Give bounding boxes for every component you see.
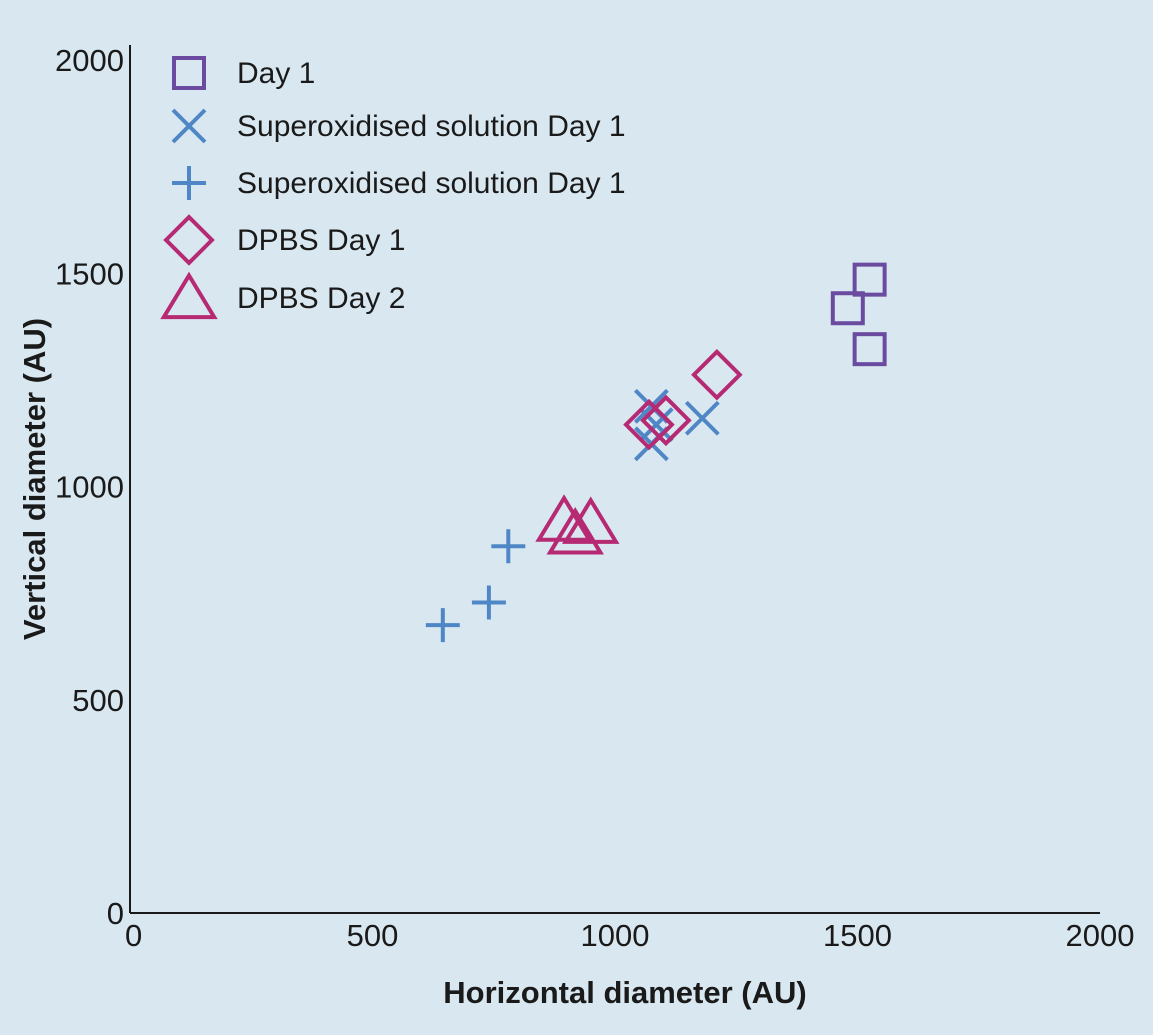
- legend-label: DPBS Day 2: [237, 282, 405, 315]
- triangle-point: [562, 496, 620, 544]
- legend-label: DPBS Day 1: [237, 224, 405, 257]
- x-tick-label: 1000: [581, 918, 650, 953]
- diamond-point: [691, 348, 743, 401]
- legend-item: Day 1: [172, 56, 315, 90]
- x-tick-label: 500: [347, 918, 399, 953]
- plus-point: [491, 529, 526, 564]
- x-point: [638, 407, 674, 443]
- legend-label: Superoxidised solution Day 1: [237, 167, 626, 200]
- legend-x-icon: [171, 108, 207, 144]
- y-tick-label: 0: [107, 896, 124, 931]
- triangle-point: [535, 494, 593, 542]
- legend-label: Day 1: [237, 57, 315, 90]
- plus-point: [471, 585, 506, 620]
- legend-item: Superoxidised solution Day 1: [171, 108, 626, 144]
- square-point: [852, 262, 887, 297]
- diamond-point: [640, 394, 692, 447]
- x-tick-label: 0: [125, 918, 142, 953]
- x-tick-label: 2000: [1066, 918, 1135, 953]
- legend-square-icon: [172, 56, 206, 90]
- diamond-point: [623, 398, 675, 451]
- y-tick-label: 500: [72, 683, 124, 718]
- legend-label: Superoxidised solution Day 1: [237, 110, 626, 143]
- legend-diamond-icon: [163, 214, 215, 266]
- y-tick-label: 2000: [55, 43, 124, 78]
- legend-item: Superoxidised solution Day 1: [172, 166, 626, 200]
- triangle-point: [546, 507, 604, 555]
- y-axis-title: Vertical diameter (AU): [17, 318, 52, 640]
- x-tick-label: 1500: [823, 918, 892, 953]
- y-tick-label: 1000: [55, 470, 124, 505]
- square-point: [852, 332, 887, 367]
- legend-item: DPBS Day 1: [163, 214, 405, 266]
- x-axis-title: Horizontal diameter (AU): [443, 975, 806, 1010]
- data-points: [425, 262, 887, 643]
- legend-item: DPBS Day 2: [160, 271, 405, 320]
- tick-labels: 0 500 1000 1500 2000 0 500 1000 1500 2000: [55, 43, 1134, 953]
- plus-point: [425, 608, 460, 643]
- legend: Day 1 Superoxidised solution Day 1 Superox…: [160, 56, 626, 320]
- x-point: [684, 400, 720, 436]
- legend-plus-icon: [172, 166, 206, 200]
- legend-triangle-icon: [160, 271, 218, 320]
- y-tick-label: 1500: [55, 256, 124, 291]
- axes: [129, 45, 1100, 914]
- square-point: [830, 291, 865, 326]
